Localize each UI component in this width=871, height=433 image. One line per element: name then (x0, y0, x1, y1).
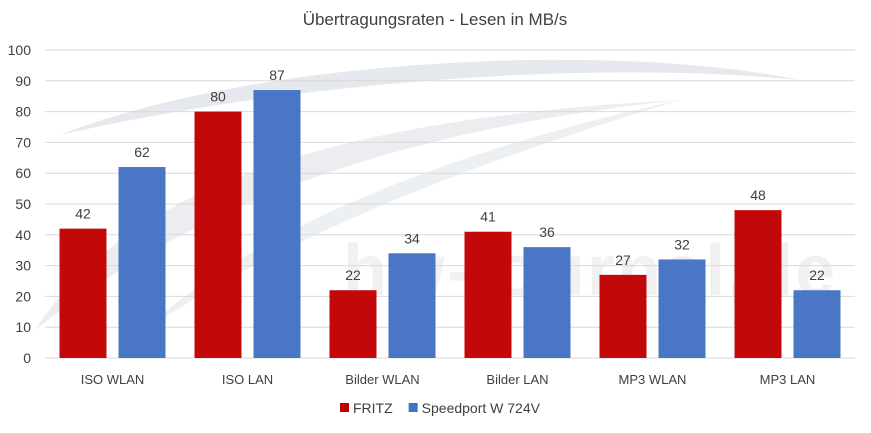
legend-swatch (408, 403, 418, 412)
y-tick-label: 0 (23, 350, 31, 366)
gridlines (45, 49, 855, 359)
legend-label: FRITZ (353, 400, 393, 416)
data-label: 48 (750, 187, 766, 203)
y-tick-label: 80 (15, 104, 31, 120)
bar-speedport (658, 259, 706, 358)
y-tick-label: 90 (15, 73, 31, 89)
bar-fritz (59, 228, 107, 358)
x-category-label: Bilder WLAN (345, 372, 419, 387)
data-label: 87 (269, 67, 285, 83)
bar-speedport (118, 167, 166, 358)
data-label: 36 (539, 224, 555, 240)
bar-speedport (253, 90, 301, 358)
bars (59, 90, 841, 358)
data-label: 42 (75, 206, 91, 222)
legend-label: Speedport W 724V (422, 400, 541, 416)
y-tick-label: 10 (15, 319, 31, 335)
data-labels: 42 62 80 87 22 34 41 36 27 32 48 22 (75, 67, 825, 283)
bar-fritz (329, 290, 377, 358)
data-label: 27 (615, 252, 631, 268)
chart-title: Übertragungsraten - Lesen in MB/s (303, 10, 568, 29)
y-tick-label: 100 (8, 42, 32, 58)
bar-fritz (599, 274, 647, 358)
data-label: 62 (134, 144, 150, 160)
x-category-label: MP3 WLAN (619, 372, 687, 387)
y-tick-label: 40 (15, 227, 31, 243)
x-category-label: MP3 LAN (760, 372, 816, 387)
bar-speedport (388, 253, 436, 358)
bar-fritz (194, 111, 242, 358)
x-category-label: ISO LAN (222, 372, 273, 387)
data-label: 34 (404, 230, 420, 246)
data-label: 22 (345, 267, 361, 283)
y-tick-label: 20 (15, 288, 31, 304)
y-tick-label: 70 (15, 134, 31, 150)
y-tick-label: 60 (15, 165, 31, 181)
x-category-label: Bilder LAN (486, 372, 548, 387)
bar-speedport (793, 290, 841, 358)
bar-fritz (464, 231, 512, 358)
x-axis-labels: ISO WLAN ISO LAN Bilder WLAN Bilder LAN MP3 … (81, 372, 816, 387)
data-label: 22 (809, 267, 825, 283)
legend: FRITZ Speedport W 724V (340, 400, 541, 416)
x-category-label: ISO WLAN (81, 372, 145, 387)
legend-swatch (340, 403, 349, 412)
data-label: 80 (210, 89, 226, 105)
bar-fritz (734, 210, 782, 358)
y-tick-label: 50 (15, 196, 31, 212)
bar-speedport (523, 247, 571, 358)
data-label: 41 (480, 209, 496, 225)
y-axis-ticks: 0 10 20 30 40 50 60 70 80 90 100 (8, 42, 32, 366)
y-tick-label: 30 (15, 258, 31, 274)
data-label: 32 (674, 236, 690, 252)
